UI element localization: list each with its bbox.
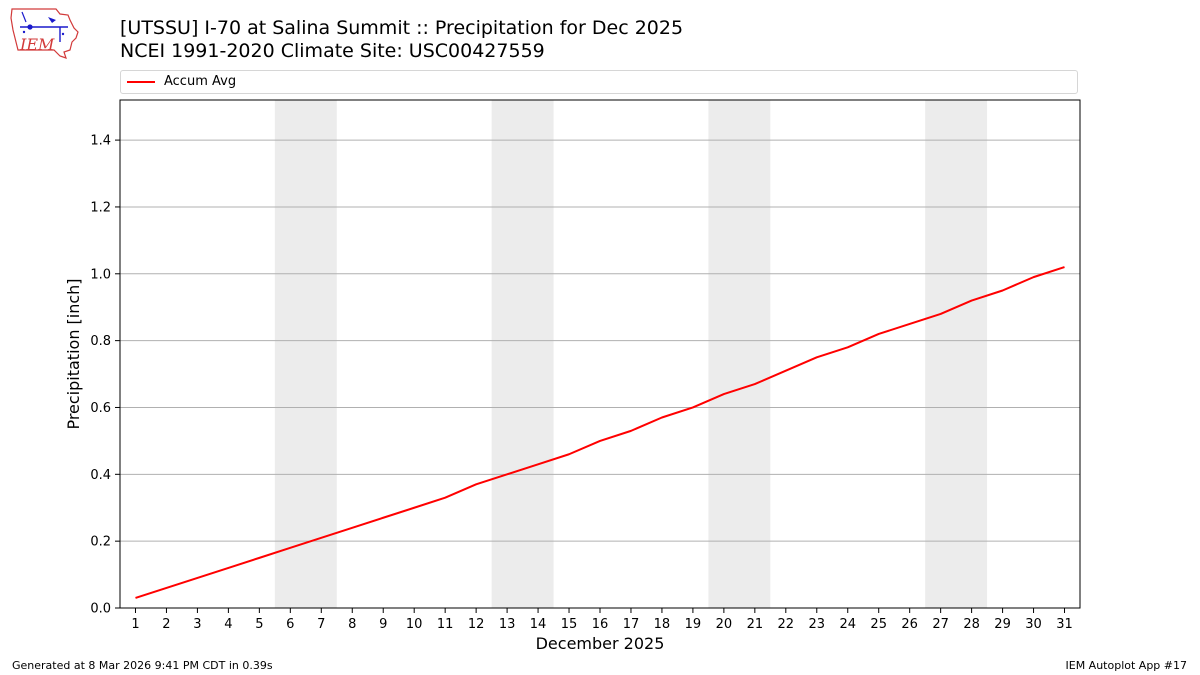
x-tick-label: 22: [778, 617, 795, 632]
plot-frame: [119, 99, 1081, 609]
x-tick-label: 3: [193, 617, 201, 632]
y-tick-label: 0.0: [90, 602, 111, 617]
x-tick-label: 25: [870, 617, 887, 632]
x-tick-label: 26: [901, 617, 918, 632]
x-tick-label: 12: [468, 617, 485, 632]
x-tick-label: 4: [224, 617, 232, 632]
iem-logo-icon: IEM: [10, 8, 79, 59]
logo-text: IEM: [19, 35, 55, 54]
x-tick-label: 17: [623, 617, 640, 632]
x-tick-label: 31: [1056, 617, 1073, 632]
x-axis-label: December 2025: [536, 634, 665, 653]
y-tick-label: 0.2: [90, 535, 111, 550]
x-tick-label: 8: [348, 617, 356, 632]
weekend-band-3: [708, 100, 771, 608]
x-tick-label: 13: [499, 617, 516, 632]
x-tick-label: 27: [932, 617, 949, 632]
x-tick-label: 18: [654, 617, 671, 632]
y-tick-label: 0.4: [90, 468, 111, 483]
generated-note: Generated at 8 Mar 2026 9:41 PM CDT in 0…: [12, 659, 273, 672]
x-tick-label: 16: [592, 617, 609, 632]
x-tick-label: 7: [317, 617, 325, 632]
y-tick-label: 1.2: [90, 200, 111, 215]
weekend-band-4: [925, 100, 988, 608]
x-tick-label: 24: [839, 617, 856, 632]
legend: Accum Avg: [120, 70, 1078, 94]
x-tick-label: 29: [994, 617, 1011, 632]
app-credit: IEM Autoplot App #17: [1065, 659, 1188, 672]
x-tick-label: 28: [963, 617, 980, 632]
x-tick-label: 9: [379, 617, 387, 632]
y-tick-label: 0.8: [90, 334, 111, 349]
x-tick-label: 2: [162, 617, 170, 632]
y-tick-label: 1.4: [90, 134, 111, 149]
weekend-band-2: [491, 100, 554, 608]
y-tick-label: 1.0: [90, 267, 111, 282]
legend-label: Accum Avg: [164, 74, 237, 89]
x-tick-label: 10: [406, 617, 423, 632]
x-tick-label: 5: [255, 617, 263, 632]
x-tick-label: 21: [747, 617, 764, 632]
x-tick-label: 30: [1025, 617, 1042, 632]
x-tick-label: 1: [131, 617, 139, 632]
chart-title: [UTSSU] I-70 at Salina Summit :: Precipi…: [120, 17, 684, 39]
x-tick-label: 20: [716, 617, 733, 632]
x-tick-label: 15: [561, 617, 578, 632]
weekend-band-1: [274, 100, 337, 608]
x-tick-label: 19: [685, 617, 702, 632]
x-tick-label: 14: [530, 617, 547, 632]
x-tick-label: 6: [286, 617, 294, 632]
y-tick-label: 0.6: [90, 401, 111, 416]
x-tick-label: 23: [809, 617, 826, 632]
y-axis-label: Precipitation [inch]: [64, 278, 83, 429]
x-tick-label: 11: [437, 617, 454, 632]
chart-subtitle: NCEI 1991-2020 Climate Site: USC00427559: [120, 40, 545, 62]
legend-swatch: [127, 81, 155, 83]
